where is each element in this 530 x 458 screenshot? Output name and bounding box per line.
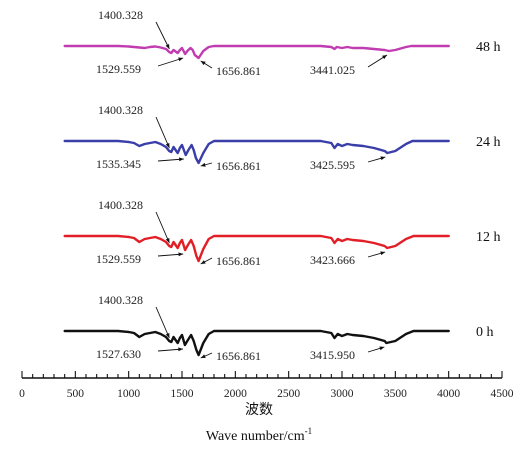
- peak-label: 1656.861: [216, 349, 261, 363]
- peak-label: 1535.345: [96, 157, 141, 171]
- peak-arrowhead: [382, 55, 388, 60]
- peak-leader-line: [155, 306, 170, 339]
- peak-arrowhead: [179, 157, 184, 162]
- x-tick-label: 4000: [437, 388, 460, 400]
- peak-label: 1400.328: [98, 198, 143, 212]
- peak-arrowhead: [165, 333, 170, 338]
- series-line: [63, 234, 450, 263]
- peak-leader-line: [155, 21, 170, 50]
- series-label: 0 h: [476, 325, 494, 340]
- peak-label: 3415.950: [310, 348, 355, 362]
- series-label: 48 h: [476, 40, 501, 55]
- series-label: 12 h: [476, 230, 501, 245]
- x-axis-label: Wave number/cm-1: [206, 426, 312, 444]
- x-tick-label: 3000: [331, 388, 354, 400]
- series-0h: 0 h 1400.328 1527.630 1656.861 3415.950: [63, 293, 494, 363]
- x-axis-label-cn: 波数: [245, 402, 273, 418]
- peak-label: 1400.328: [98, 8, 143, 22]
- peak-label: 1400.328: [98, 103, 143, 117]
- series-line: [63, 139, 450, 165]
- peak-arrowhead: [200, 162, 206, 167]
- x-tick-label: 2000: [224, 388, 247, 400]
- peak-leader-line: [155, 211, 170, 244]
- peak-arrowhead: [380, 156, 386, 161]
- peak-label: 3441.025: [310, 63, 355, 77]
- x-tick-label: 2500: [277, 388, 300, 400]
- x-tick-label: 500: [67, 388, 85, 400]
- x-axis-label-text: Wave number/cm: [206, 429, 305, 444]
- x-tick-label: 4500: [491, 388, 514, 400]
- peak-label: 1656.861: [216, 64, 261, 78]
- peak-arrowhead: [178, 347, 183, 352]
- series-48h: 48 h 1400.328 1529.559 1656.861 3441.025: [63, 8, 501, 78]
- peak-label: 1527.630: [96, 347, 141, 361]
- peak-label: 1400.328: [98, 293, 143, 307]
- peak-label: 1529.559: [96, 62, 141, 76]
- peak-label: 3423.666: [310, 253, 355, 267]
- peak-arrowhead: [200, 61, 206, 66]
- peak-arrowhead: [165, 143, 170, 148]
- peak-label: 1529.559: [96, 252, 141, 266]
- peak-label: 3425.595: [310, 158, 355, 172]
- x-tick-label: 3500: [384, 388, 407, 400]
- x-tick-label: 0: [19, 388, 25, 400]
- series-12h: 12 h 1400.328 1529.559 1656.861 3423.666: [63, 198, 501, 268]
- peak-arrowhead: [379, 346, 385, 351]
- peak-arrowhead: [165, 44, 170, 49]
- series-line: [63, 329, 450, 357]
- peak-arrowhead: [178, 252, 184, 257]
- x-axis-label-superscript: -1: [305, 426, 313, 436]
- peak-label: 1656.861: [216, 159, 261, 173]
- peak-leader-line: [155, 116, 170, 149]
- series-label: 24 h: [476, 135, 501, 150]
- peak-arrowhead: [200, 354, 206, 358]
- peak-arrowhead: [178, 57, 184, 62]
- series-24h: 24 h 1400.328 1535.345 1656.861 3425.595: [63, 103, 501, 173]
- x-tick-label: 1000: [117, 388, 140, 400]
- x-tick-label: 1500: [171, 388, 194, 400]
- peak-label: 1656.861: [216, 254, 261, 268]
- series-layer: 48 h 1400.328 1529.559 1656.861 3441.025 24 h…: [63, 8, 501, 363]
- peak-arrowhead: [165, 238, 170, 243]
- peak-arrowhead: [380, 251, 386, 256]
- series-line: [63, 44, 450, 60]
- x-axis: 0 500 1000 1500 2000 2500 3000 3500 4000 4500: [19, 371, 514, 400]
- peak-arrowhead: [200, 260, 206, 264]
